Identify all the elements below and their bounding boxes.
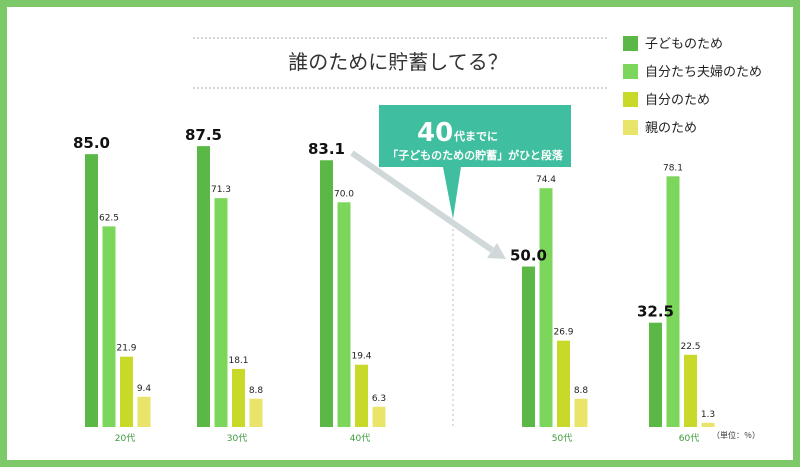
x-tick-label: 30代 bbox=[227, 433, 247, 444]
value-label-30代-1: 87.5 bbox=[185, 126, 222, 144]
bar-50代-1 bbox=[522, 266, 535, 427]
value-label-20代-1: 85.0 bbox=[73, 134, 110, 152]
bar-40代-1 bbox=[320, 160, 333, 427]
unit-note: （単位：％） bbox=[712, 430, 760, 440]
value-label-60代-2: 78.1 bbox=[663, 163, 683, 173]
legend-label: 自分のため bbox=[645, 93, 710, 108]
value-label-60代-4: 1.3 bbox=[701, 410, 715, 420]
bars-layer bbox=[85, 146, 715, 427]
bar-50代-3 bbox=[557, 340, 570, 427]
x-tick-label: 60代 bbox=[679, 433, 699, 444]
bar-40代-3 bbox=[355, 364, 368, 427]
value-label-60代-3: 22.5 bbox=[680, 342, 700, 352]
x-tick-label: 40代 bbox=[350, 433, 370, 444]
bar-50代-2 bbox=[539, 188, 553, 427]
bar-20代-4 bbox=[137, 396, 151, 427]
callout-big-number: 40 bbox=[417, 118, 453, 148]
value-label-30代-2: 71.3 bbox=[211, 185, 231, 195]
value-label-40代-3: 19.4 bbox=[351, 352, 371, 362]
callout-subtext: 「子どものための貯蓄」がひと段落 bbox=[387, 148, 564, 162]
trend-arrow-head bbox=[487, 243, 506, 259]
legend-label: 親のため bbox=[645, 121, 697, 136]
value-label-50代-1: 50.0 bbox=[510, 247, 547, 265]
value-label-30代-3: 18.1 bbox=[228, 356, 248, 366]
bar-20代-3 bbox=[120, 356, 133, 427]
x-axis-labels: 20代 30代 40代 50代 60代 bbox=[115, 433, 699, 444]
x-tick-label: 20代 bbox=[115, 433, 135, 444]
bar-60代-1 bbox=[649, 322, 662, 427]
bar-60代-3 bbox=[684, 354, 697, 427]
chart-title: 誰のために貯蓄してる？ bbox=[288, 50, 507, 74]
bar-chart: 誰のために貯蓄してる？ 85.062.521.99.487.571.318.18… bbox=[73, 36, 762, 444]
value-label-40代-1: 83.1 bbox=[308, 140, 345, 158]
bar-60代-4 bbox=[701, 422, 715, 427]
bar-20代-1 bbox=[85, 154, 98, 427]
x-tick-label: 50代 bbox=[552, 433, 572, 444]
value-label-30代-4: 8.8 bbox=[249, 386, 264, 396]
callout-box bbox=[379, 105, 571, 167]
bar-60代-2 bbox=[666, 176, 680, 427]
value-label-50代-4: 8.8 bbox=[574, 386, 589, 396]
annotation-callout: 40 代までに 「子どものための貯蓄」がひと段落 bbox=[379, 105, 571, 219]
value-label-20代-2: 62.5 bbox=[99, 213, 119, 223]
legend-label: 子どものため bbox=[645, 37, 723, 52]
trend-arrow-line bbox=[350, 150, 494, 253]
value-labels-layer: 85.0 62.5 21.9 9.4 87.5 71.3 18.1 8.8 83.1 70.0 19… bbox=[73, 126, 715, 420]
value-label-40代-4: 6.3 bbox=[372, 394, 386, 404]
trend-arrow bbox=[350, 150, 506, 259]
bar-50代-4 bbox=[574, 398, 588, 427]
bar-20代-2 bbox=[102, 226, 116, 427]
value-label-20代-4: 9.4 bbox=[137, 384, 152, 394]
callout-heading: 代までに bbox=[453, 129, 498, 143]
bar-30代-2 bbox=[214, 198, 228, 427]
legend-label: 自分たち夫婦のため bbox=[645, 64, 762, 80]
callout-tail bbox=[443, 167, 461, 219]
bar-30代-4 bbox=[249, 398, 263, 427]
value-label-50代-2: 74.4 bbox=[536, 175, 556, 185]
value-label-60代-1: 32.5 bbox=[637, 303, 674, 321]
bar-30代-3 bbox=[232, 368, 245, 427]
bar-30代-1 bbox=[197, 146, 210, 427]
value-label-20代-3: 21.9 bbox=[116, 344, 136, 354]
legend-swatch bbox=[623, 36, 638, 51]
value-label-40代-2: 70.0 bbox=[334, 189, 354, 199]
bar-40代-4 bbox=[372, 406, 386, 427]
legend-swatch bbox=[623, 92, 638, 107]
bar-40代-2 bbox=[337, 202, 351, 427]
legend-swatch bbox=[623, 120, 638, 135]
legend-swatch bbox=[623, 64, 638, 79]
value-label-50代-3: 26.9 bbox=[553, 328, 573, 338]
